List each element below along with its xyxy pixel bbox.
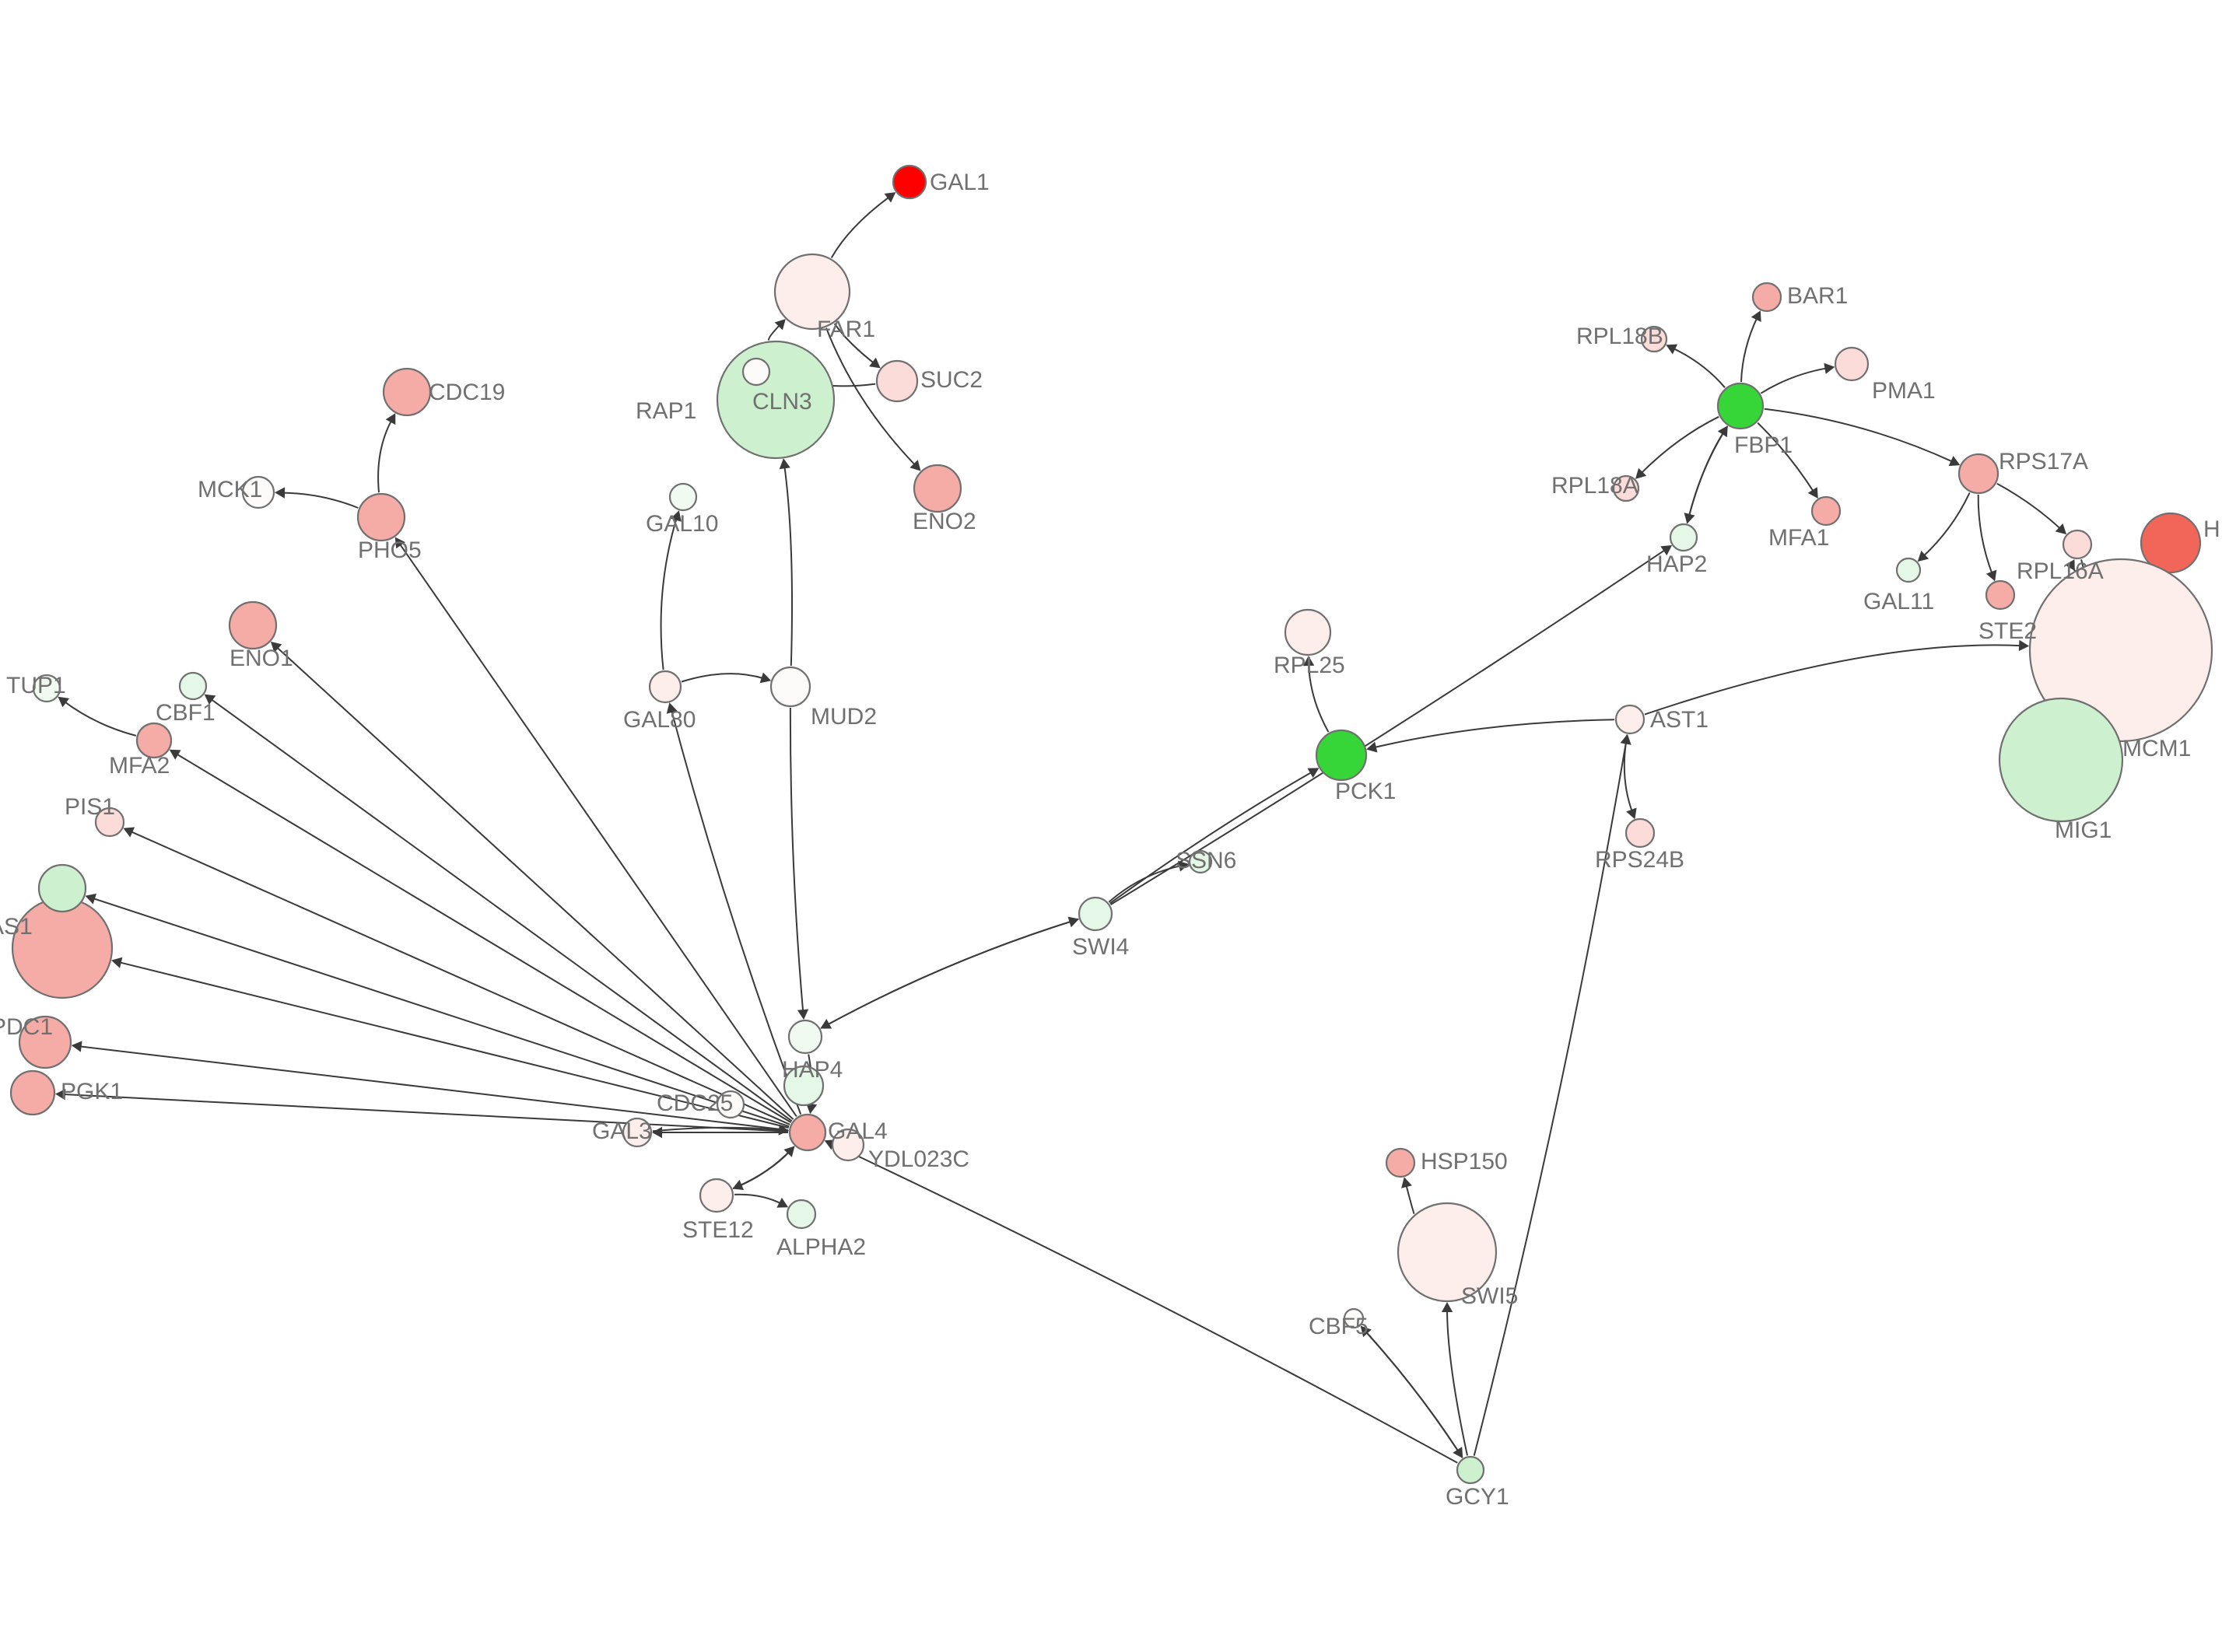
svg-text:RAP1: RAP1 [636,398,696,424]
svg-text:AST1: AST1 [1650,707,1709,733]
svg-text:CDC25: CDC25 [657,1090,733,1116]
svg-text:CBF5: CBF5 [1309,1314,1369,1339]
svg-text:GAL1: GAL1 [930,170,990,195]
svg-text:MIG1: MIG1 [2055,817,2112,843]
svg-text:FBP1: FBP1 [1734,432,1793,458]
svg-text:GAL4: GAL4 [828,1118,888,1144]
svg-text:MUD2: MUD2 [811,704,877,730]
svg-text:RPL18B: RPL18B [1576,324,1663,349]
svg-text:AS1: AS1 [0,914,33,940]
svg-text:CLN3: CLN3 [752,389,812,415]
svg-text:RPL16A: RPL16A [2017,558,2104,584]
svg-text:SWI5: SWI5 [1461,1283,1518,1309]
svg-text:PIS1: PIS1 [65,794,115,820]
svg-text:GAL11: GAL11 [1863,589,1934,614]
svg-text:GAL80: GAL80 [623,707,696,733]
svg-text:PDC1: PDC1 [0,1014,53,1040]
svg-text:HAP4: HAP4 [782,1057,843,1083]
svg-text:STE12: STE12 [682,1217,754,1243]
svg-text:PGK1: PGK1 [61,1079,123,1104]
svg-text:RPL25: RPL25 [1274,653,1345,678]
svg-text:RPL18A: RPL18A [1551,473,1638,499]
svg-text:FAR1: FAR1 [817,317,875,342]
svg-text:SUC2: SUC2 [920,367,983,393]
svg-text:MFA2: MFA2 [109,753,170,779]
svg-text:YDL023C: YDL023C [868,1146,969,1172]
svg-text:PHO5: PHO5 [358,537,422,563]
svg-text:HSP150: HSP150 [1421,1149,1508,1174]
svg-text:PMA1: PMA1 [1872,378,1936,404]
svg-text:STE2: STE2 [1978,618,2037,644]
svg-text:HAP2: HAP2 [1646,551,1707,577]
svg-text:RPS17A: RPS17A [1999,449,2088,474]
svg-text:TUP1: TUP1 [6,673,66,698]
svg-text:RPS24B: RPS24B [1595,847,1684,873]
svg-text:ALPHA2: ALPHA2 [776,1234,866,1260]
svg-text:SWI4: SWI4 [1072,934,1129,960]
svg-text:MCK1: MCK1 [198,477,262,502]
svg-text:CBF1: CBF1 [156,700,216,726]
svg-text:MCM1: MCM1 [2122,736,2191,761]
svg-text:GAL10: GAL10 [646,511,718,537]
svg-text:SSN6: SSN6 [1176,848,1236,873]
svg-text:GCY1: GCY1 [1446,1484,1509,1510]
svg-text:ENO1: ENO1 [230,646,293,671]
svg-text:MFA1: MFA1 [1768,525,1829,551]
svg-text:BAR1: BAR1 [1787,283,1848,309]
svg-text:GAL3: GAL3 [592,1118,652,1144]
svg-text:ENO2: ENO2 [913,509,976,534]
svg-text:CDC19: CDC19 [429,380,505,405]
svg-text:HIS4: HIS4 [2203,516,2222,542]
svg-text:PCK1: PCK1 [1335,779,1396,804]
